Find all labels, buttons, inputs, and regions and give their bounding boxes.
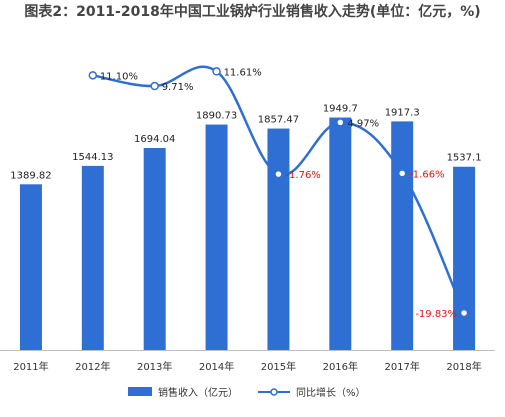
growth-point-6 <box>397 169 407 178</box>
bar-value-labels: 1389.82 1544.13 1694.04 1890.73 1857.47 1949.… <box>10 104 481 182</box>
bar-6 <box>391 121 414 350</box>
bar-label-4: 1857.47 <box>258 115 299 126</box>
growth-label-4: -1.76% <box>285 170 320 181</box>
legend-line-label: 同比增长（%） <box>296 386 366 399</box>
growth-point-3 <box>212 67 221 76</box>
growth-line <box>92 65 466 314</box>
legend-bar-label: 销售收入（亿元） <box>158 386 238 399</box>
x-tick-7: 2018年 <box>446 360 481 373</box>
growth-point-7 <box>459 308 469 318</box>
bar-label-5: 1949.7 <box>323 104 358 115</box>
bar-label-7: 1537.1 <box>447 153 482 164</box>
bar-series <box>19 117 476 351</box>
growth-label-6: -1.66% <box>409 169 444 180</box>
x-tick-0: 2011年 <box>13 360 48 373</box>
growth-label-3: 11.61% <box>224 67 262 78</box>
growth-point-1 <box>88 71 98 80</box>
x-tick-1: 2012年 <box>75 360 110 373</box>
bar-label-2: 1694.04 <box>134 134 175 145</box>
bar-label-0: 1389.82 <box>10 170 51 181</box>
x-tick-4: 2015年 <box>261 360 296 373</box>
bar-0 <box>19 184 42 350</box>
growth-label-7: -19.83% <box>415 309 457 320</box>
growth-value-labels: 11.10% 9.71% 11.61% -1.76% 4.97% -1.66% -19.83… <box>100 67 457 320</box>
x-tick-5: 2016年 <box>323 360 358 373</box>
growth-label-5: 4.97% <box>347 118 379 129</box>
bar-4 <box>267 128 290 350</box>
bar-2 <box>143 148 166 350</box>
x-axis-ticks: 2011年 2012年 2013年 2014年 2015年 2016年 2017年 2018年 <box>13 360 482 373</box>
chart-title: 图表2：2011-2018年中国工业锅炉行业销售收入走势(单位：亿元，%) <box>24 4 481 20</box>
bar-label-6: 1917.3 <box>385 107 420 118</box>
bar-3 <box>205 124 228 351</box>
x-tick-6: 2017年 <box>384 360 419 373</box>
growth-point-2 <box>150 81 159 91</box>
bar-label-1: 1544.13 <box>72 152 113 163</box>
bar-label-3: 1890.73 <box>196 111 237 122</box>
legend-bar-swatch <box>128 387 152 396</box>
bar-1 <box>81 165 104 350</box>
growth-label-1: 11.10% <box>100 71 138 82</box>
x-tick-2: 2013年 <box>137 360 172 373</box>
x-tick-3: 2014年 <box>199 360 234 373</box>
growth-point-4 <box>274 169 283 179</box>
legend-line-marker <box>270 388 278 396</box>
bar-5 <box>329 117 352 350</box>
growth-line-series <box>88 65 469 318</box>
legend: 销售收入（亿元） 同比增长（%） <box>128 386 366 399</box>
bar-7 <box>453 166 476 350</box>
growth-label-2: 9.71% <box>162 82 194 93</box>
growth-point-5 <box>336 118 345 127</box>
